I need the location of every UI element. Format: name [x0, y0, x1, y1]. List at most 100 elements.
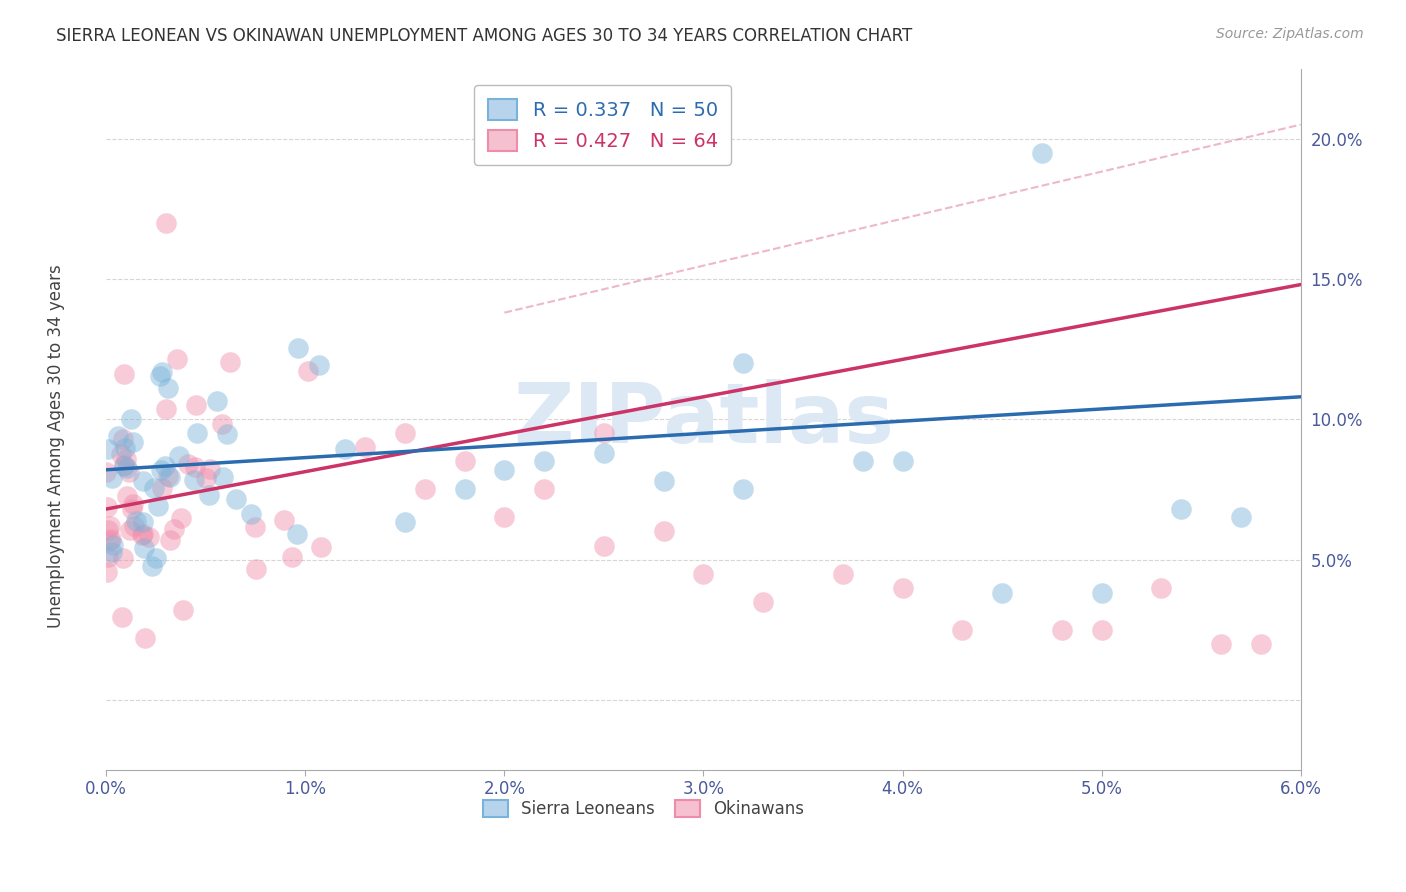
- Point: [118, 465, 141, 479]
- Point: [141, 558, 163, 573]
- Point: [1050, 623, 1073, 637]
- Point: [186, 425, 208, 440]
- Point: [150, 481, 173, 495]
- Point: [287, 341, 309, 355]
- Point: [197, 488, 219, 502]
- Point: [159, 470, 181, 484]
- Point: [118, 523, 141, 537]
- Point: [309, 540, 332, 554]
- Point: [143, 481, 166, 495]
- Point: [1150, 581, 1173, 595]
- Point: [155, 401, 177, 416]
- Point: [125, 514, 148, 528]
- Point: [111, 550, 134, 565]
- Point: [273, 513, 295, 527]
- Point: [394, 426, 416, 441]
- Point: [308, 358, 330, 372]
- Point: [831, 566, 853, 581]
- Point: [593, 426, 616, 441]
- Point: [100, 545, 122, 559]
- Point: [131, 515, 153, 529]
- Point: [131, 528, 153, 542]
- Point: [198, 462, 221, 476]
- Point: [1250, 637, 1272, 651]
- Point: [533, 454, 555, 468]
- Point: [692, 566, 714, 581]
- Point: [991, 586, 1014, 600]
- Point: [891, 581, 914, 595]
- Point: [281, 549, 304, 564]
- Point: [733, 483, 755, 497]
- Point: [121, 502, 143, 516]
- Point: [184, 460, 207, 475]
- Point: [240, 508, 263, 522]
- Point: [111, 609, 134, 624]
- Point: [394, 515, 416, 529]
- Point: [110, 446, 132, 460]
- Text: SIERRA LEONEAN VS OKINAWAN UNEMPLOYMENT AMONG AGES 30 TO 34 YEARS CORRELATION CH: SIERRA LEONEAN VS OKINAWAN UNEMPLOYMENT …: [56, 27, 912, 45]
- Point: [107, 429, 129, 443]
- Point: [120, 412, 142, 426]
- Point: [134, 632, 156, 646]
- Text: Unemployment Among Ages 30 to 34 years: Unemployment Among Ages 30 to 34 years: [48, 264, 65, 628]
- Point: [652, 524, 675, 539]
- Point: [205, 394, 228, 409]
- Point: [159, 533, 181, 548]
- Point: [1209, 637, 1232, 651]
- Point: [101, 471, 124, 485]
- Point: [98, 518, 121, 533]
- Point: [114, 459, 136, 474]
- Point: [184, 398, 207, 412]
- Point: [1230, 510, 1253, 524]
- Point: [215, 427, 238, 442]
- Point: [1090, 623, 1112, 637]
- Point: [752, 594, 775, 608]
- Point: [138, 530, 160, 544]
- Point: [96, 500, 118, 515]
- Point: [950, 623, 973, 637]
- Point: [652, 474, 675, 488]
- Point: [354, 440, 377, 454]
- Point: [177, 457, 200, 471]
- Point: [101, 538, 124, 552]
- Point: [100, 533, 122, 547]
- Point: [98, 533, 121, 548]
- Point: [1170, 502, 1192, 516]
- Point: [245, 561, 267, 575]
- Point: [169, 449, 191, 463]
- Point: [533, 483, 555, 497]
- Point: [453, 483, 475, 497]
- Point: [333, 442, 356, 456]
- Point: [852, 454, 875, 468]
- Point: [297, 364, 319, 378]
- Point: [134, 541, 156, 555]
- Point: [112, 458, 135, 472]
- Point: [97, 549, 120, 564]
- Point: [1090, 586, 1112, 600]
- Legend: Sierra Leoneans, Okinawans: Sierra Leoneans, Okinawans: [477, 793, 811, 825]
- Point: [494, 510, 516, 524]
- Point: [245, 520, 267, 534]
- Point: [112, 367, 135, 381]
- Point: [114, 451, 136, 466]
- Point: [145, 550, 167, 565]
- Point: [150, 463, 173, 477]
- Point: [593, 446, 616, 460]
- Point: [122, 519, 145, 533]
- Point: [150, 365, 173, 379]
- Point: [132, 474, 155, 488]
- Point: [112, 432, 135, 446]
- Point: [97, 442, 120, 457]
- Point: [453, 454, 475, 468]
- Point: [183, 473, 205, 487]
- Point: [155, 459, 177, 474]
- Point: [494, 463, 516, 477]
- Point: [122, 435, 145, 450]
- Point: [117, 489, 139, 503]
- Point: [114, 441, 136, 455]
- Point: [225, 492, 247, 507]
- Point: [163, 522, 186, 536]
- Point: [146, 500, 169, 514]
- Point: [156, 380, 179, 394]
- Point: [1031, 145, 1053, 160]
